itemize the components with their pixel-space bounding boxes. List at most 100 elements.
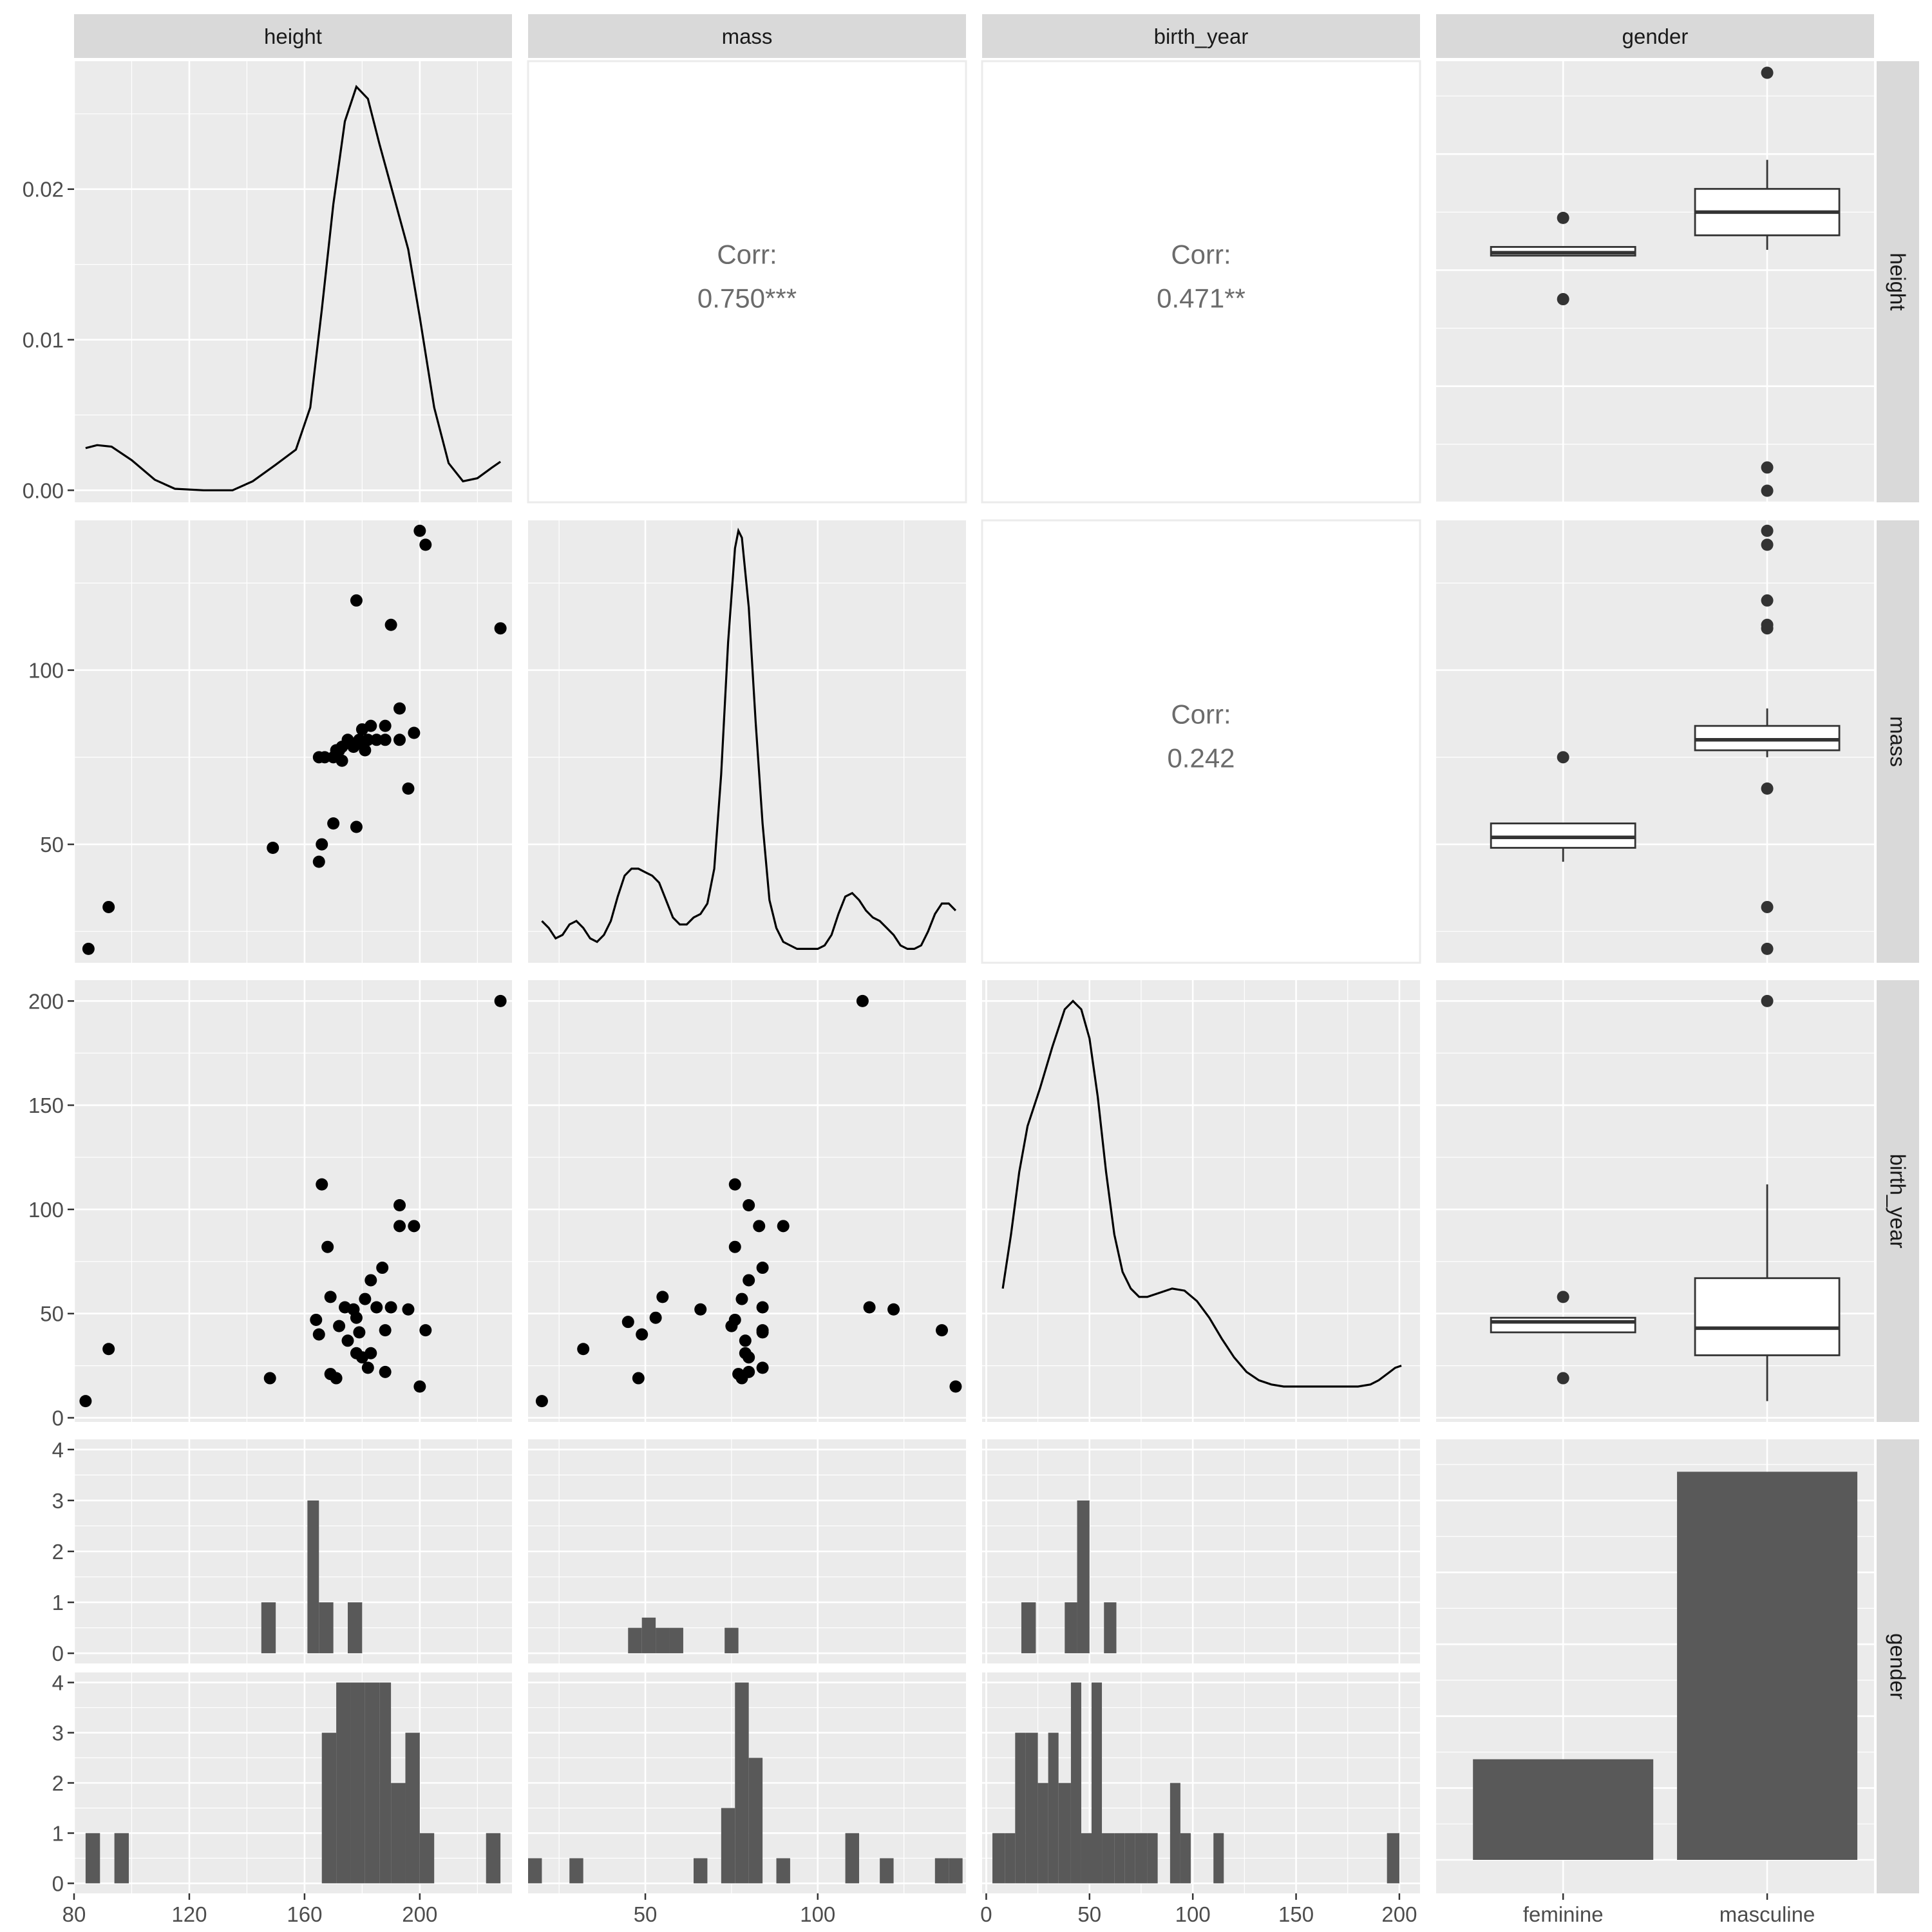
y-tick-label: 4 [52,1671,64,1695]
y-tick-label: 0.00 [23,478,64,502]
scatter-point [384,1301,397,1314]
histogram-bar [1070,1682,1081,1884]
column-strip-height [74,14,512,58]
y-tick-label: 0 [52,1406,64,1430]
boxplot-outlier [1761,524,1774,537]
histogram-bar [486,1833,501,1884]
scatter-point [312,1328,325,1341]
row-strip-label: height [1886,253,1910,311]
histogram-bar [405,1732,420,1884]
histogram-bar [845,1833,860,1884]
scatter-point [393,1220,406,1233]
scatter-point [694,1303,707,1316]
scatter-point [316,1178,328,1191]
y-tick-label: 0.01 [23,328,64,352]
scatter-point [494,622,507,635]
scatter-point [267,841,279,854]
scatter-point [82,942,95,955]
y-tick-label: 200 [28,989,64,1013]
scatter-point [656,1291,669,1303]
scatter-point [312,855,325,868]
histogram-bar [569,1858,583,1884]
scatter-point [365,1347,377,1359]
scatter-point [350,1311,363,1324]
scatter-point [632,1372,645,1385]
scatter-point [341,1334,354,1347]
scatter-point [535,1395,548,1408]
histogram-bar [1037,1783,1048,1884]
histogram-bar [694,1858,708,1884]
boxplot-outlier [1761,66,1774,79]
y-tick-label: 3 [52,1489,64,1513]
histogram-bar [641,1617,656,1654]
scatter-point [949,1380,962,1393]
y-tick-label: 0 [52,1642,64,1665]
scatter-point [413,524,426,537]
scatter-point [393,734,406,746]
scatter-point [318,751,331,764]
scatter-point [753,1220,766,1233]
y-tick-label: 2 [52,1540,64,1564]
y-tick-label: 0 [52,1871,64,1895]
histogram-bar [1005,1833,1016,1884]
scatter-point [353,1326,366,1339]
scatter-point [402,1303,415,1316]
histogram-bar [748,1757,763,1884]
scatter-point [577,1343,590,1356]
histogram-bar [735,1682,749,1884]
scatter-point [936,1324,949,1337]
x-tick-label: 80 [62,1902,86,1926]
boxplot-outlier [1761,994,1774,1007]
histogram-bar [319,1602,334,1654]
column-strip-label: birth_year [1154,24,1249,48]
y-tick-label: 3 [52,1721,64,1745]
histogram-bar [85,1833,100,1884]
boxplot-outlier [1761,900,1774,913]
histogram-bar [1114,1833,1125,1884]
x-tick-label: 200 [402,1902,437,1926]
row-strip-birth_year [1877,980,1919,1422]
correlation-value: 0.242 [1167,743,1235,773]
scatter-point [402,782,415,795]
row-strip-mass [1877,520,1919,963]
scatter-point [743,1351,755,1364]
scatter-point [408,726,421,739]
histogram-bar [1065,1602,1077,1654]
histogram-bar [321,1732,337,1884]
histogram-bar [419,1833,435,1884]
histogram-bar [1135,1833,1148,1884]
boxplot-outlier [1557,211,1569,224]
x-tick-label: 0 [980,1902,992,1926]
scatter-point [321,1240,334,1253]
scatter-point [365,1274,377,1287]
scatter-point [887,1303,900,1316]
scatter-point [735,1293,748,1305]
histogram-bar [949,1858,963,1884]
scatter-point [310,1313,323,1326]
scatter-point [316,838,328,851]
scatter-panel-mass-vs-height [74,520,512,963]
scatter-point [365,719,377,732]
row-strip-height [1877,61,1919,502]
column-strip-gender [1436,14,1874,58]
scatter-point [777,1220,790,1233]
histogram-bar [776,1858,790,1884]
x-tick-label: feminine [1523,1902,1604,1926]
boxplot-outlier [1761,594,1774,607]
scatter-point [728,1240,741,1253]
scatter-point [494,994,507,1007]
y-tick-label: 100 [28,1198,64,1222]
histogram-bar [1021,1602,1036,1654]
row-strip-gender [1877,1439,1919,1893]
boxplot-box-feminine [1490,1316,1636,1334]
histogram-bar [721,1808,735,1884]
scatter-point [361,734,374,746]
histogram-bar [992,1833,1005,1884]
scatter-point [336,754,348,767]
scatter-point [743,1274,755,1287]
x-tick-label: 120 [171,1902,207,1926]
histogram-bar [528,1858,542,1884]
histogram-bar [1015,1732,1026,1884]
scatter-point [379,1365,392,1378]
